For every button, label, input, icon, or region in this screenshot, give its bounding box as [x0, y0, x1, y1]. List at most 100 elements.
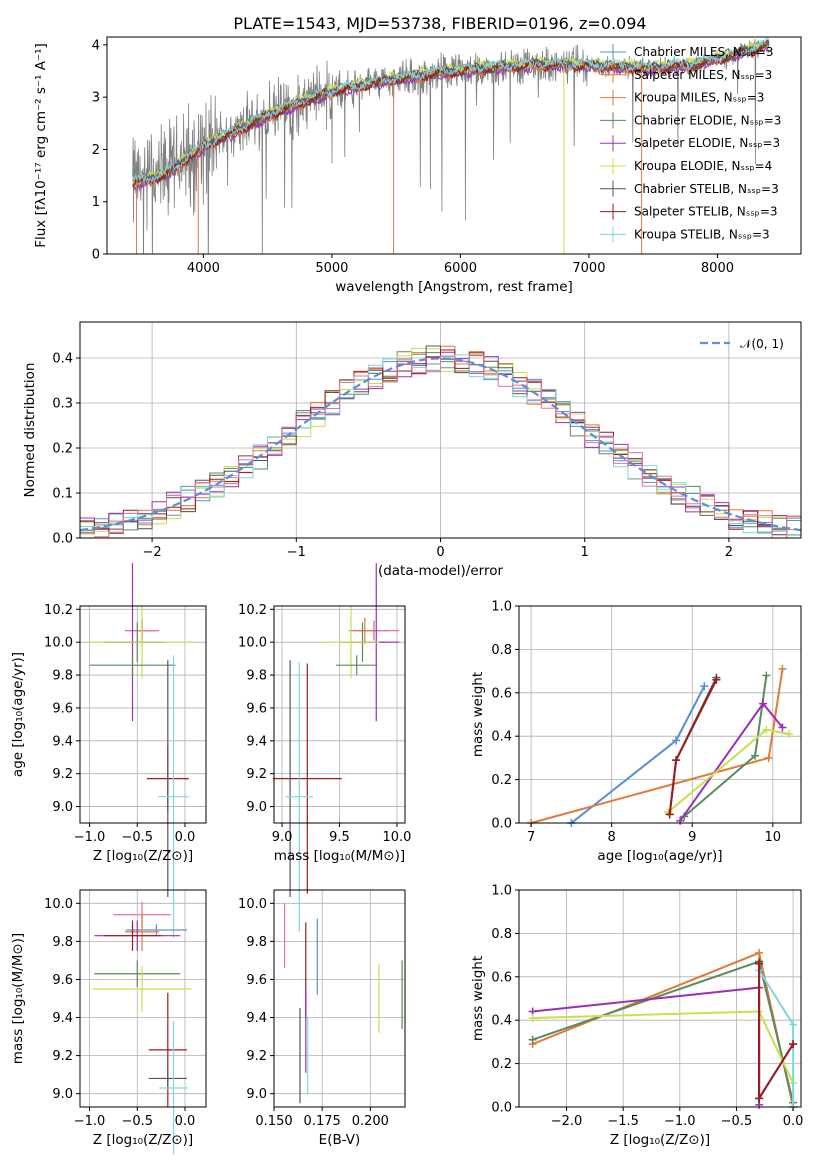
y-tick-label: 3	[92, 91, 100, 106]
errorbar-point	[158, 655, 189, 939]
weight-marker	[751, 751, 760, 760]
x-tick-label: 0.0	[783, 1114, 804, 1129]
x-tick-label: 8	[608, 830, 616, 845]
y-tick-label: 9.2	[246, 1049, 267, 1064]
panel-mass_vs_EBV: 0.150 0.175 0.200 9.0 9.2 9.4 9.6 9.8 10.0 E(B-V)	[238, 889, 406, 1148]
errorbar-point	[89, 653, 176, 677]
weight-marker	[712, 675, 721, 684]
x-axis-label: E(B-V)	[319, 1132, 361, 1148]
plot-area-spectrum	[132, 37, 770, 254]
gaussian-curve	[80, 357, 801, 532]
x-tick-label: 9.0	[272, 830, 293, 845]
y-tick-label: 1.0	[491, 600, 512, 615]
x-tick-label: 0.200	[352, 1114, 389, 1129]
weight-marker	[755, 948, 764, 957]
errorbar-point	[103, 920, 162, 951]
errorbar-point	[94, 960, 181, 988]
x-tick-label: −1.0	[74, 830, 106, 845]
weight-series	[528, 1007, 798, 1088]
weight-marker	[755, 959, 764, 968]
y-tick-label: 10.2	[44, 603, 73, 618]
y-tick-label: 9.6	[246, 973, 267, 988]
x-tick-label: −0.5	[721, 1114, 753, 1129]
axes-frame	[273, 889, 406, 1108]
x-tick-label: −1.0	[74, 1114, 106, 1129]
weight-line	[570, 685, 706, 824]
y-tick-label: 0.3	[52, 397, 73, 412]
weight-line	[532, 951, 795, 1108]
errorbar-point	[125, 924, 187, 936]
weight-series	[567, 682, 709, 827]
errorbar-point	[92, 966, 192, 1012]
y-tick-label: 0.0	[491, 1101, 512, 1116]
errorbar-point	[148, 1068, 187, 1088]
y-tick-label: 9.2	[52, 1049, 73, 1064]
weight-marker	[764, 753, 773, 762]
weight-series	[755, 959, 798, 1103]
weight-marker	[784, 730, 793, 739]
x-tick-label: −1.5	[607, 1114, 639, 1129]
panel-mass_vs_Z: −1.0 −0.5 0.0 9.0 9.2 9.4 9.6 9.8 10.0 Z [log₁₀(Z…	[10, 889, 207, 1155]
plot-area-mass_vs_Z	[92, 901, 192, 1155]
model-spectrum	[132, 40, 770, 187]
y-axis-label: age [log₁₀(age/yr)]	[10, 652, 26, 777]
weight-marker	[778, 664, 787, 673]
y-tick-label: 9.8	[52, 669, 73, 684]
weight-line	[532, 1010, 795, 1084]
y-tick-label: 9.4	[246, 734, 267, 749]
x-axis-label: Z [log₁₀(Z/Z⊙)]	[93, 848, 193, 864]
x-tick-label: −1	[287, 545, 306, 560]
legend-label: Kroupa MILES, Nₛₛₚ=3	[634, 91, 764, 105]
residual-legend: 𝒩(0, 1)	[700, 337, 784, 351]
weight-line	[683, 675, 768, 818]
panel-massweight_vs_Z: −2.0 −1.5 −1.0 −0.5 0.0 0.0 0.2 0.4 0.6 0.8 1.0 Z […	[470, 884, 803, 1149]
model-spectrum	[132, 37, 770, 183]
x-axis-label: mass [log₁₀(M/M⊙)]	[274, 848, 405, 864]
weight-series	[567, 682, 709, 827]
weight-marker	[700, 682, 709, 691]
y-tick-label: 9.6	[52, 973, 73, 988]
weight-marker	[762, 671, 771, 680]
x-tick-label: 10.0	[382, 830, 411, 845]
y-tick-label: 1.0	[491, 884, 512, 899]
y-tick-label: 9.6	[246, 701, 267, 716]
y-axis-label: mass [log₁₀(M/M⊙)]	[10, 933, 26, 1064]
y-tick-label: 9.4	[246, 1011, 267, 1026]
x-tick-label: 1	[581, 545, 589, 560]
errorbar-point	[285, 661, 314, 932]
legend-label: Kroupa STELIB, Nₛₛₚ=3	[634, 227, 770, 241]
panel-age_vs_Z: −1.0 −0.5 0.0 9.0 9.2 9.4 9.6 9.8 10.0 10.2 Z [log…	[10, 563, 207, 939]
y-tick-label: 0.0	[52, 532, 73, 547]
y-tick-label: 0.2	[491, 1057, 512, 1072]
errorbar-point	[353, 617, 377, 644]
weight-series	[665, 675, 721, 819]
errorbar-point	[89, 606, 195, 679]
weight-marker	[789, 1040, 798, 1049]
y-tick-label: 0.2	[52, 442, 73, 457]
legend-label: Kroupa ELODIE, Nₛₛₚ=4	[634, 159, 772, 173]
x-tick-label: −2	[143, 545, 162, 560]
weight-marker	[789, 1020, 798, 1029]
x-tick-label: −1.0	[664, 1114, 696, 1129]
y-tick-label: 0.4	[491, 1014, 512, 1029]
x-tick-label: −0.5	[121, 1114, 153, 1129]
x-tick-label: 9	[688, 830, 696, 845]
x-axis-label: wavelength [Angstrom, rest frame]	[335, 279, 573, 295]
spectrum-plot	[132, 37, 770, 254]
y-tick-label: 10.0	[44, 897, 73, 912]
errorbar-point	[124, 912, 160, 951]
axes-frame	[518, 605, 802, 824]
errorbar-point	[322, 606, 380, 679]
panel-spectrum: 4000 5000 6000 7000 8000 0 1 2 3 4 wavelength [Ang…	[33, 36, 802, 295]
y-axis-label: mass weight	[470, 672, 486, 757]
weight-series	[676, 699, 787, 825]
model-spectrum	[132, 38, 770, 188]
weight-series	[528, 957, 798, 1107]
axes-frame	[79, 605, 207, 824]
x-tick-label: 4000	[187, 261, 220, 276]
y-tick-label: 10.0	[238, 897, 267, 912]
y-tick-label: 0.4	[52, 352, 73, 367]
y-tick-label: 4	[92, 38, 100, 53]
legend-label: 𝒩(0, 1)	[740, 337, 784, 351]
